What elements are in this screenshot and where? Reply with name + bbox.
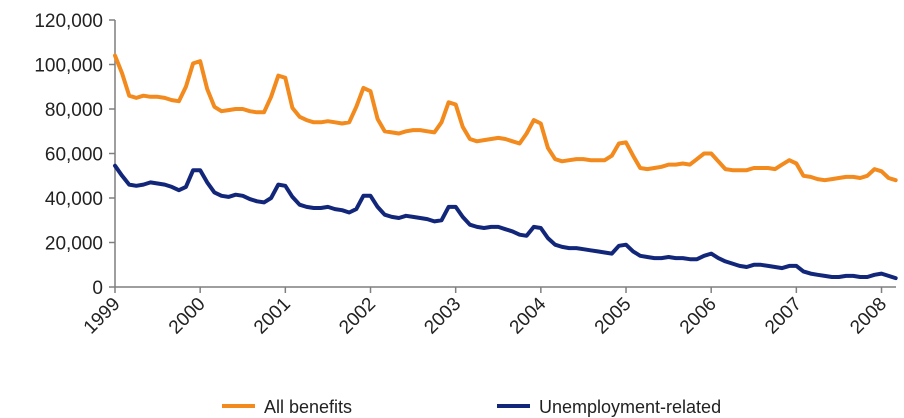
x-tick-label: 2000	[165, 294, 210, 339]
legend: All benefits Unemployment-related	[222, 397, 721, 417]
x-tick-label: 2003	[420, 294, 465, 339]
x-tick-label: 2002	[335, 294, 380, 339]
y-tick-label: 80,000	[45, 100, 103, 121]
x-tick-label: 2001	[250, 294, 295, 339]
x-tick-label: 2005	[591, 294, 636, 339]
series-layer	[113, 53, 898, 281]
x-tick-label: 2008	[846, 294, 891, 339]
legend-label: Unemployment-related	[539, 397, 721, 417]
x-axis-tick-labels: 1999 2000 2001 2002 2003 2004 2005 2006 2007 2008	[80, 287, 891, 338]
x-tick-label: 2004	[506, 293, 551, 338]
series-line-0	[113, 53, 898, 183]
y-tick-label: 120,000	[34, 11, 103, 32]
x-tick-label: 1999	[80, 294, 125, 339]
y-tick-label: 100,000	[34, 56, 103, 77]
y-axis-tick-labels: 0 20,000 40,000 60,000 80,000 100,000 120,000	[34, 11, 115, 299]
y-tick-label: 0	[92, 278, 103, 299]
x-tick-label: 2006	[676, 294, 721, 339]
y-tick-label: 20,000	[45, 234, 103, 255]
series-line-1	[113, 163, 898, 281]
axes	[114, 20, 896, 288]
y-tick-label: 60,000	[45, 145, 103, 166]
y-tick-label: 40,000	[45, 189, 103, 210]
x-tick-label: 2007	[761, 294, 806, 339]
legend-label: All benefits	[264, 397, 352, 417]
